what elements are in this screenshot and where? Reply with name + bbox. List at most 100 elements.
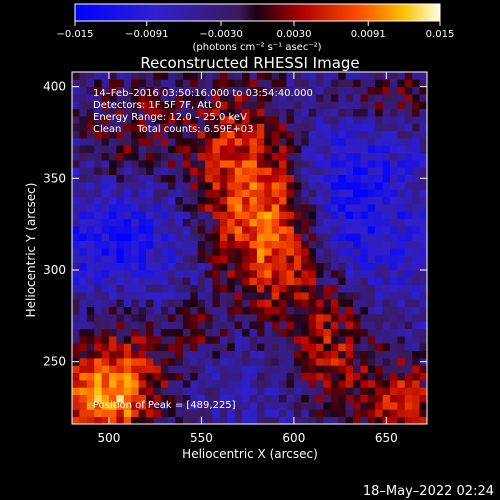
- heatmap-cell: [146, 328, 154, 337]
- heatmap-cell: [360, 174, 369, 183]
- heatmap-cell: [264, 336, 273, 344]
- heatmap-cell: [160, 409, 169, 417]
- heatmap-cell: [390, 101, 398, 109]
- heatmap-cell: [101, 314, 110, 322]
- heatmap-cell: [404, 336, 413, 344]
- heatmap-cell: [116, 394, 125, 403]
- heatmap-cell: [264, 138, 273, 146]
- heatmap-cell: [316, 160, 324, 168]
- heatmap-cell: [256, 416, 265, 425]
- heatmap-cell: [404, 152, 413, 161]
- heatmap-cell: [79, 233, 88, 241]
- heatmap-cell: [397, 314, 406, 322]
- heatmap-cell: [264, 108, 273, 117]
- heatmap-cell: [94, 380, 102, 388]
- heatmap-cell: [79, 86, 88, 95]
- heatmap-cell: [390, 328, 398, 337]
- heatmap-cell: [182, 277, 191, 285]
- heatmap-cell: [293, 321, 302, 329]
- heatmap-cell: [382, 277, 391, 285]
- heatmap-cell: [345, 174, 354, 183]
- heatmap-cell: [101, 108, 110, 117]
- info-line-clean: Clean Total counts: 6.59E+03: [93, 124, 253, 135]
- heatmap-cell: [123, 196, 132, 205]
- heatmap-cell: [256, 299, 265, 307]
- heatmap-cell: [123, 226, 132, 234]
- heatmap-cell: [227, 372, 236, 381]
- heatmap-cell: [242, 350, 250, 359]
- heatmap-cell: [190, 394, 199, 403]
- heatmap-cell: [301, 108, 310, 117]
- heatmap-cell: [367, 182, 376, 190]
- heatmap-cell: [197, 299, 206, 307]
- heatmap-cell: [72, 226, 80, 234]
- heatmap-cell: [345, 270, 354, 278]
- heatmap-cell: [116, 138, 125, 146]
- heatmap-cell: [242, 343, 250, 351]
- heatmap-cell: [138, 189, 147, 197]
- heatmap-cell: [101, 343, 110, 351]
- heatmap-cell: [219, 167, 228, 175]
- heatmap-cell: [190, 299, 199, 307]
- heatmap-cell: [153, 416, 162, 425]
- heatmap-cell: [79, 218, 88, 227]
- heatmap-cell: [293, 248, 302, 256]
- heatmap-cell: [271, 270, 280, 278]
- heatmap-cell: [182, 409, 191, 417]
- heatmap-cell: [330, 79, 339, 87]
- heatmap-cell: [109, 365, 117, 373]
- heatmap-cell: [382, 358, 391, 366]
- heatmap-cell: [197, 108, 206, 117]
- heatmap-cell: [338, 130, 347, 139]
- heatmap-cell: [219, 94, 228, 102]
- heatmap-cell: [146, 270, 154, 278]
- heatmap-cell: [412, 182, 420, 190]
- heatmap-cell: [293, 218, 302, 227]
- heatmap-cell: [109, 380, 117, 388]
- heatmap-cell: [279, 394, 287, 403]
- heatmap-cell: [227, 94, 236, 102]
- heatmap-cell: [123, 233, 132, 241]
- heatmap-cell: [175, 262, 184, 271]
- heatmap-cell: [286, 248, 295, 256]
- heatmap-cell: [227, 306, 236, 315]
- heatmap-cell: [301, 402, 310, 410]
- heatmap-cell: [271, 204, 280, 212]
- heatmap-cell: [293, 152, 302, 161]
- heatmap-cell: [234, 350, 243, 359]
- heatmap-cell: [279, 174, 287, 183]
- heatmap-cell: [404, 182, 413, 190]
- heatmap-cell: [360, 101, 369, 109]
- heatmap-cell: [72, 189, 80, 197]
- heatmap-cell: [79, 409, 88, 417]
- heatmap-cell: [242, 233, 250, 241]
- heatmap-cell: [279, 240, 287, 249]
- heatmap-cell: [390, 123, 398, 131]
- heatmap-cell: [94, 160, 102, 168]
- heatmap-cell: [212, 387, 221, 395]
- heatmap-cell: [101, 284, 110, 293]
- heatmap-cell: [249, 72, 258, 80]
- heatmap-cell: [271, 167, 280, 175]
- heatmap-cell: [138, 160, 147, 168]
- heatmap-cell: [72, 123, 80, 131]
- heatmap-cell: [412, 394, 420, 403]
- heatmap-cell: [382, 123, 391, 131]
- heatmap-cell: [79, 277, 88, 285]
- heatmap-cell: [279, 262, 287, 271]
- heatmap-cell: [382, 160, 391, 168]
- heatmap-cell: [123, 240, 132, 249]
- heatmap-cell: [308, 79, 317, 87]
- heatmap-cell: [168, 394, 176, 403]
- heatmap-cell: [279, 350, 287, 359]
- heatmap-cell: [301, 299, 310, 307]
- heatmap-cell: [419, 130, 428, 139]
- heatmap-cell: [131, 145, 139, 153]
- heatmap-cell: [279, 145, 287, 153]
- heatmap-cell: [168, 211, 176, 219]
- heatmap-cell: [79, 416, 88, 425]
- heatmap-cell: [375, 358, 383, 366]
- heatmap-cell: [212, 299, 221, 307]
- heatmap-cell: [390, 248, 398, 256]
- heatmap-cell: [123, 292, 132, 300]
